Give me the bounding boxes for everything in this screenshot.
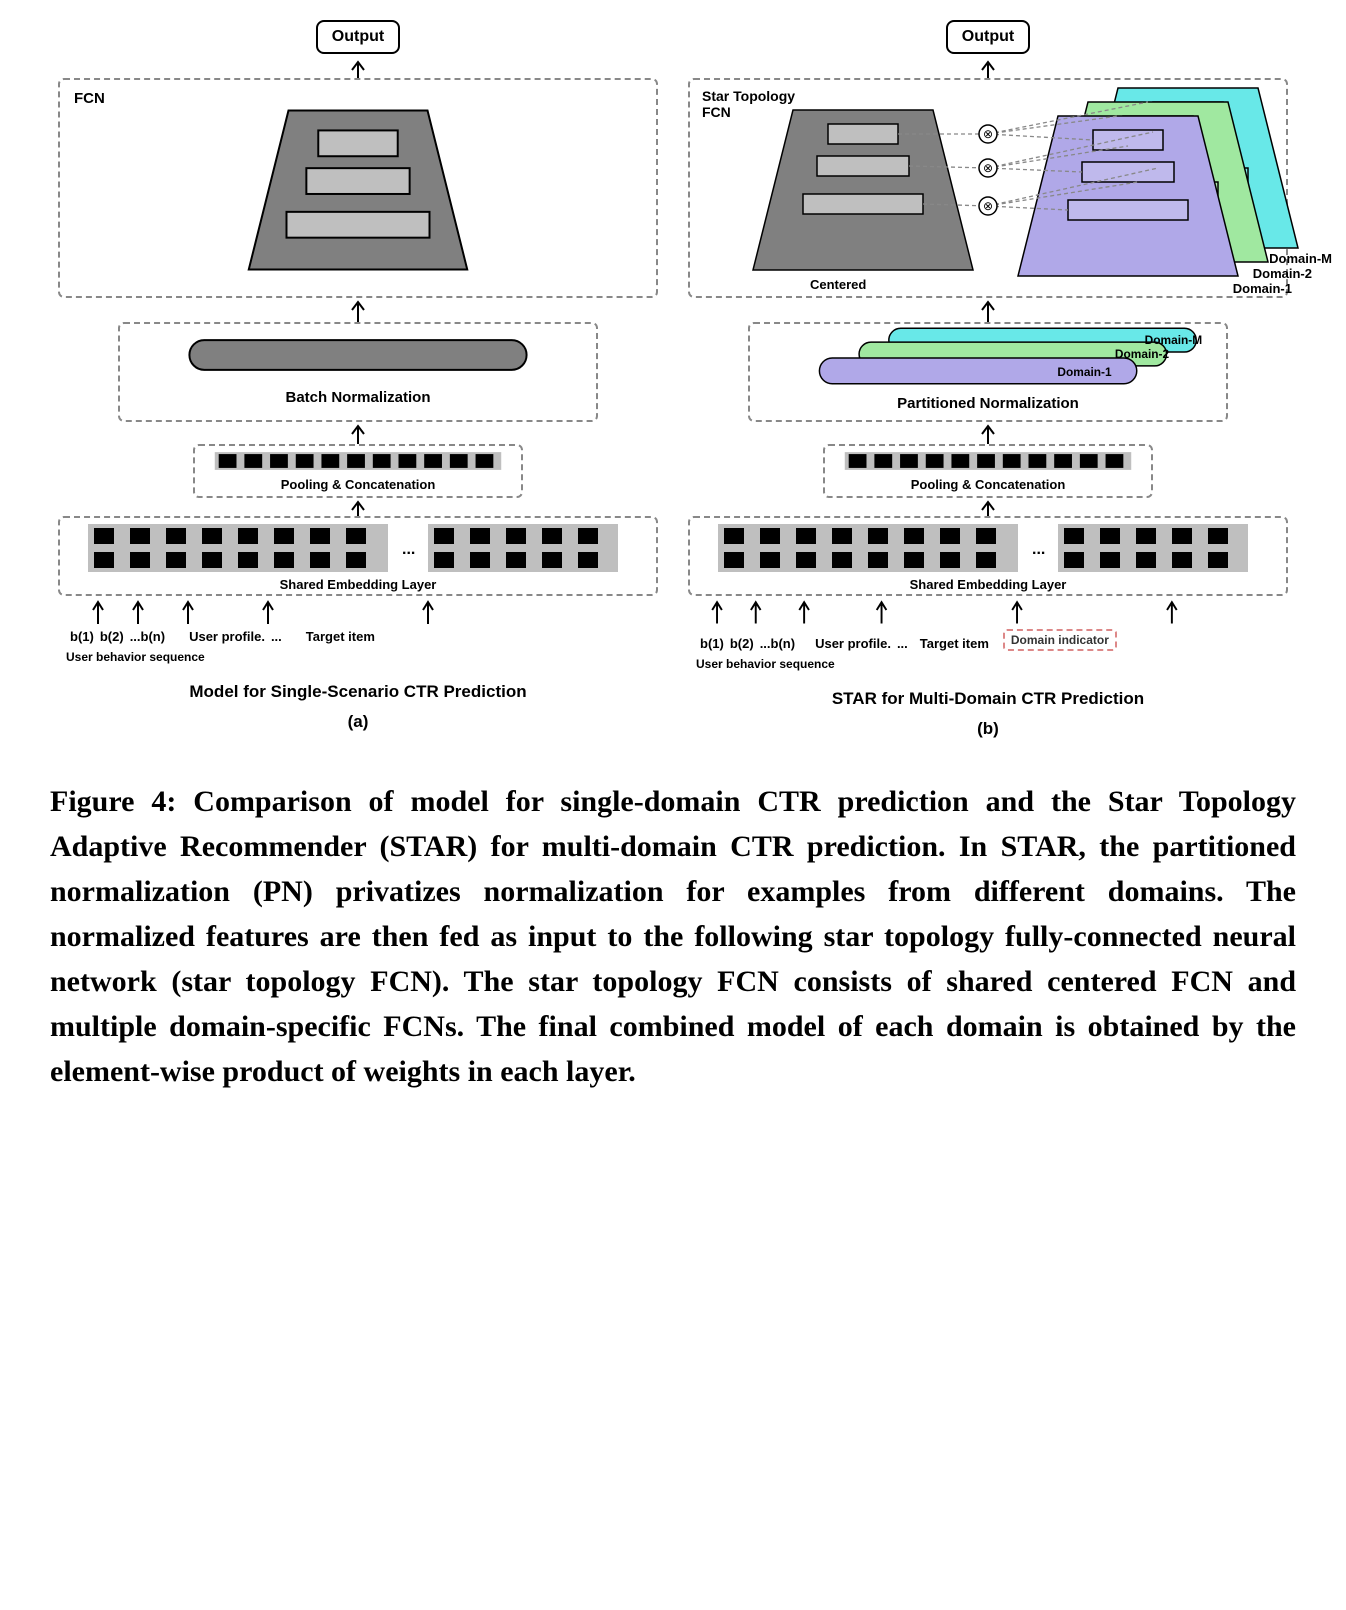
input-item: b(1) [70, 629, 94, 644]
figure-container: Output FCN Batch Normalization [20, 20, 1326, 739]
panel-title-b: STAR for Multi-Domain CTR Prediction [688, 689, 1288, 709]
centered-label: Centered [810, 277, 866, 292]
panel-letter-b: (b) [688, 719, 1288, 739]
partnorm-pills: Domain-M Domain-2 Domain-1 [750, 324, 1226, 390]
svg-text:Domain-2: Domain-2 [1115, 347, 1170, 361]
arrow-up-icon [343, 298, 373, 322]
panel-letter-a: (a) [58, 712, 658, 732]
embedding-squares-b: ... [690, 524, 1286, 572]
input-item: ... [897, 636, 908, 651]
output-wrap-a: Output [58, 20, 658, 54]
input-item: b(2) [730, 636, 754, 651]
embedding-box-b: ... Shared Embedding Layer [688, 516, 1288, 596]
pooling-squares-b [825, 450, 1151, 472]
arrow-up-icon [973, 422, 1003, 444]
output-wrap-b: Output [688, 20, 1288, 54]
input-item: b(2) [100, 629, 124, 644]
arrow-up-icon [343, 58, 373, 78]
partnorm-box: Domain-M Domain-2 Domain-1 Partitioned N… [748, 322, 1228, 422]
input-arrows-a [58, 596, 658, 624]
panel-a: Output FCN Batch Normalization [58, 20, 658, 739]
figure-caption: Figure 4: Comparison of model for single… [20, 779, 1326, 1094]
svg-text:...: ... [402, 541, 415, 558]
panel-b: Output Star Topology FCN [688, 20, 1288, 739]
arrow-up-icon [343, 498, 373, 516]
arrow-up-icon [973, 298, 1003, 322]
input-item: User profile. [815, 636, 891, 651]
input-item: User profile. [189, 629, 265, 644]
embedding-label-b: Shared Embedding Layer [690, 577, 1286, 592]
inputs-row-a: b(1) b(2) ...b(n) User profile. ... Targ… [58, 629, 658, 644]
input-item: Target item [920, 636, 989, 651]
batchnorm-box-a: Batch Normalization [118, 322, 598, 422]
svg-text:Domain-1: Domain-1 [1057, 365, 1112, 379]
output-label-a: Output [316, 20, 400, 54]
batchnorm-label: Batch Normalization [120, 389, 596, 406]
domain-labels-stack: Domain-M Domain-2 Domain-1 [1233, 251, 1292, 296]
domain-m-label: Domain-M [1233, 251, 1332, 266]
svg-text:Domain-M: Domain-M [1145, 333, 1203, 347]
output-label-b: Output [946, 20, 1030, 54]
fcn-label-a: FCN [74, 90, 105, 107]
seq-label-b: User behavior sequence [688, 657, 1288, 671]
domain-1-label: Domain-1 [1233, 281, 1292, 296]
domain-indicator-box: Domain indicator [1003, 629, 1117, 651]
pooling-squares-a [195, 450, 521, 472]
input-item: Target item [306, 629, 375, 644]
input-item: b(1) [700, 636, 724, 651]
embedding-squares-a: ... [60, 524, 656, 572]
partnorm-label: Partitioned Normalization [750, 395, 1226, 412]
svg-text:⊗: ⊗ [983, 127, 993, 141]
pooling-label-a: Pooling & Concatenation [195, 477, 521, 492]
star-fcn-box: Star Topology FCN [688, 78, 1288, 298]
arrow-up-icon [343, 422, 373, 444]
pooling-label-b: Pooling & Concatenation [825, 477, 1151, 492]
fcn-box-a: FCN [58, 78, 658, 298]
pooling-box-a: Pooling & Concatenation [193, 444, 523, 498]
input-item: ...b(n) [130, 629, 165, 644]
arrow-up-icon [973, 498, 1003, 516]
seq-label-a: User behavior sequence [58, 650, 658, 664]
svg-text:⊗: ⊗ [983, 199, 993, 213]
svg-text:...: ... [1032, 541, 1045, 558]
panel-title-a: Model for Single-Scenario CTR Prediction [58, 682, 658, 702]
arrow-up-icon [973, 58, 1003, 78]
svg-text:⊗: ⊗ [983, 161, 993, 175]
pooling-box-b: Pooling & Concatenation [823, 444, 1153, 498]
domain-2-label: Domain-2 [1233, 266, 1312, 281]
input-item: ...b(n) [760, 636, 795, 651]
bn-pill [120, 324, 596, 384]
star-fcn-label: Star Topology FCN [702, 88, 795, 120]
input-item: ... [271, 629, 282, 644]
embedding-box-a: ... Shared Embedding Layer [58, 516, 658, 596]
embedding-label-a: Shared Embedding Layer [60, 577, 656, 592]
trapezoid-fcn-a [70, 90, 646, 290]
input-arrows-b [688, 596, 1288, 624]
inputs-row-b: b(1) b(2) ...b(n) User profile. ... Targ… [688, 629, 1288, 651]
